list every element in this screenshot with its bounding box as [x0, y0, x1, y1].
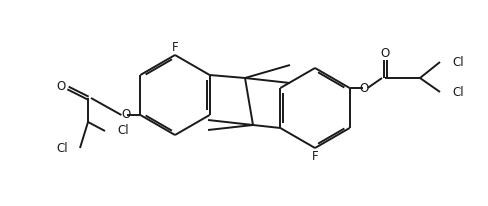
Text: Cl: Cl: [451, 55, 463, 69]
Text: Cl: Cl: [117, 124, 128, 137]
Text: F: F: [311, 150, 318, 163]
Text: O: O: [380, 47, 389, 60]
Text: Cl: Cl: [56, 142, 68, 154]
Text: Cl: Cl: [451, 85, 463, 98]
Text: O: O: [122, 109, 131, 122]
Text: O: O: [56, 80, 65, 92]
Text: O: O: [358, 82, 367, 95]
Text: F: F: [171, 41, 178, 54]
